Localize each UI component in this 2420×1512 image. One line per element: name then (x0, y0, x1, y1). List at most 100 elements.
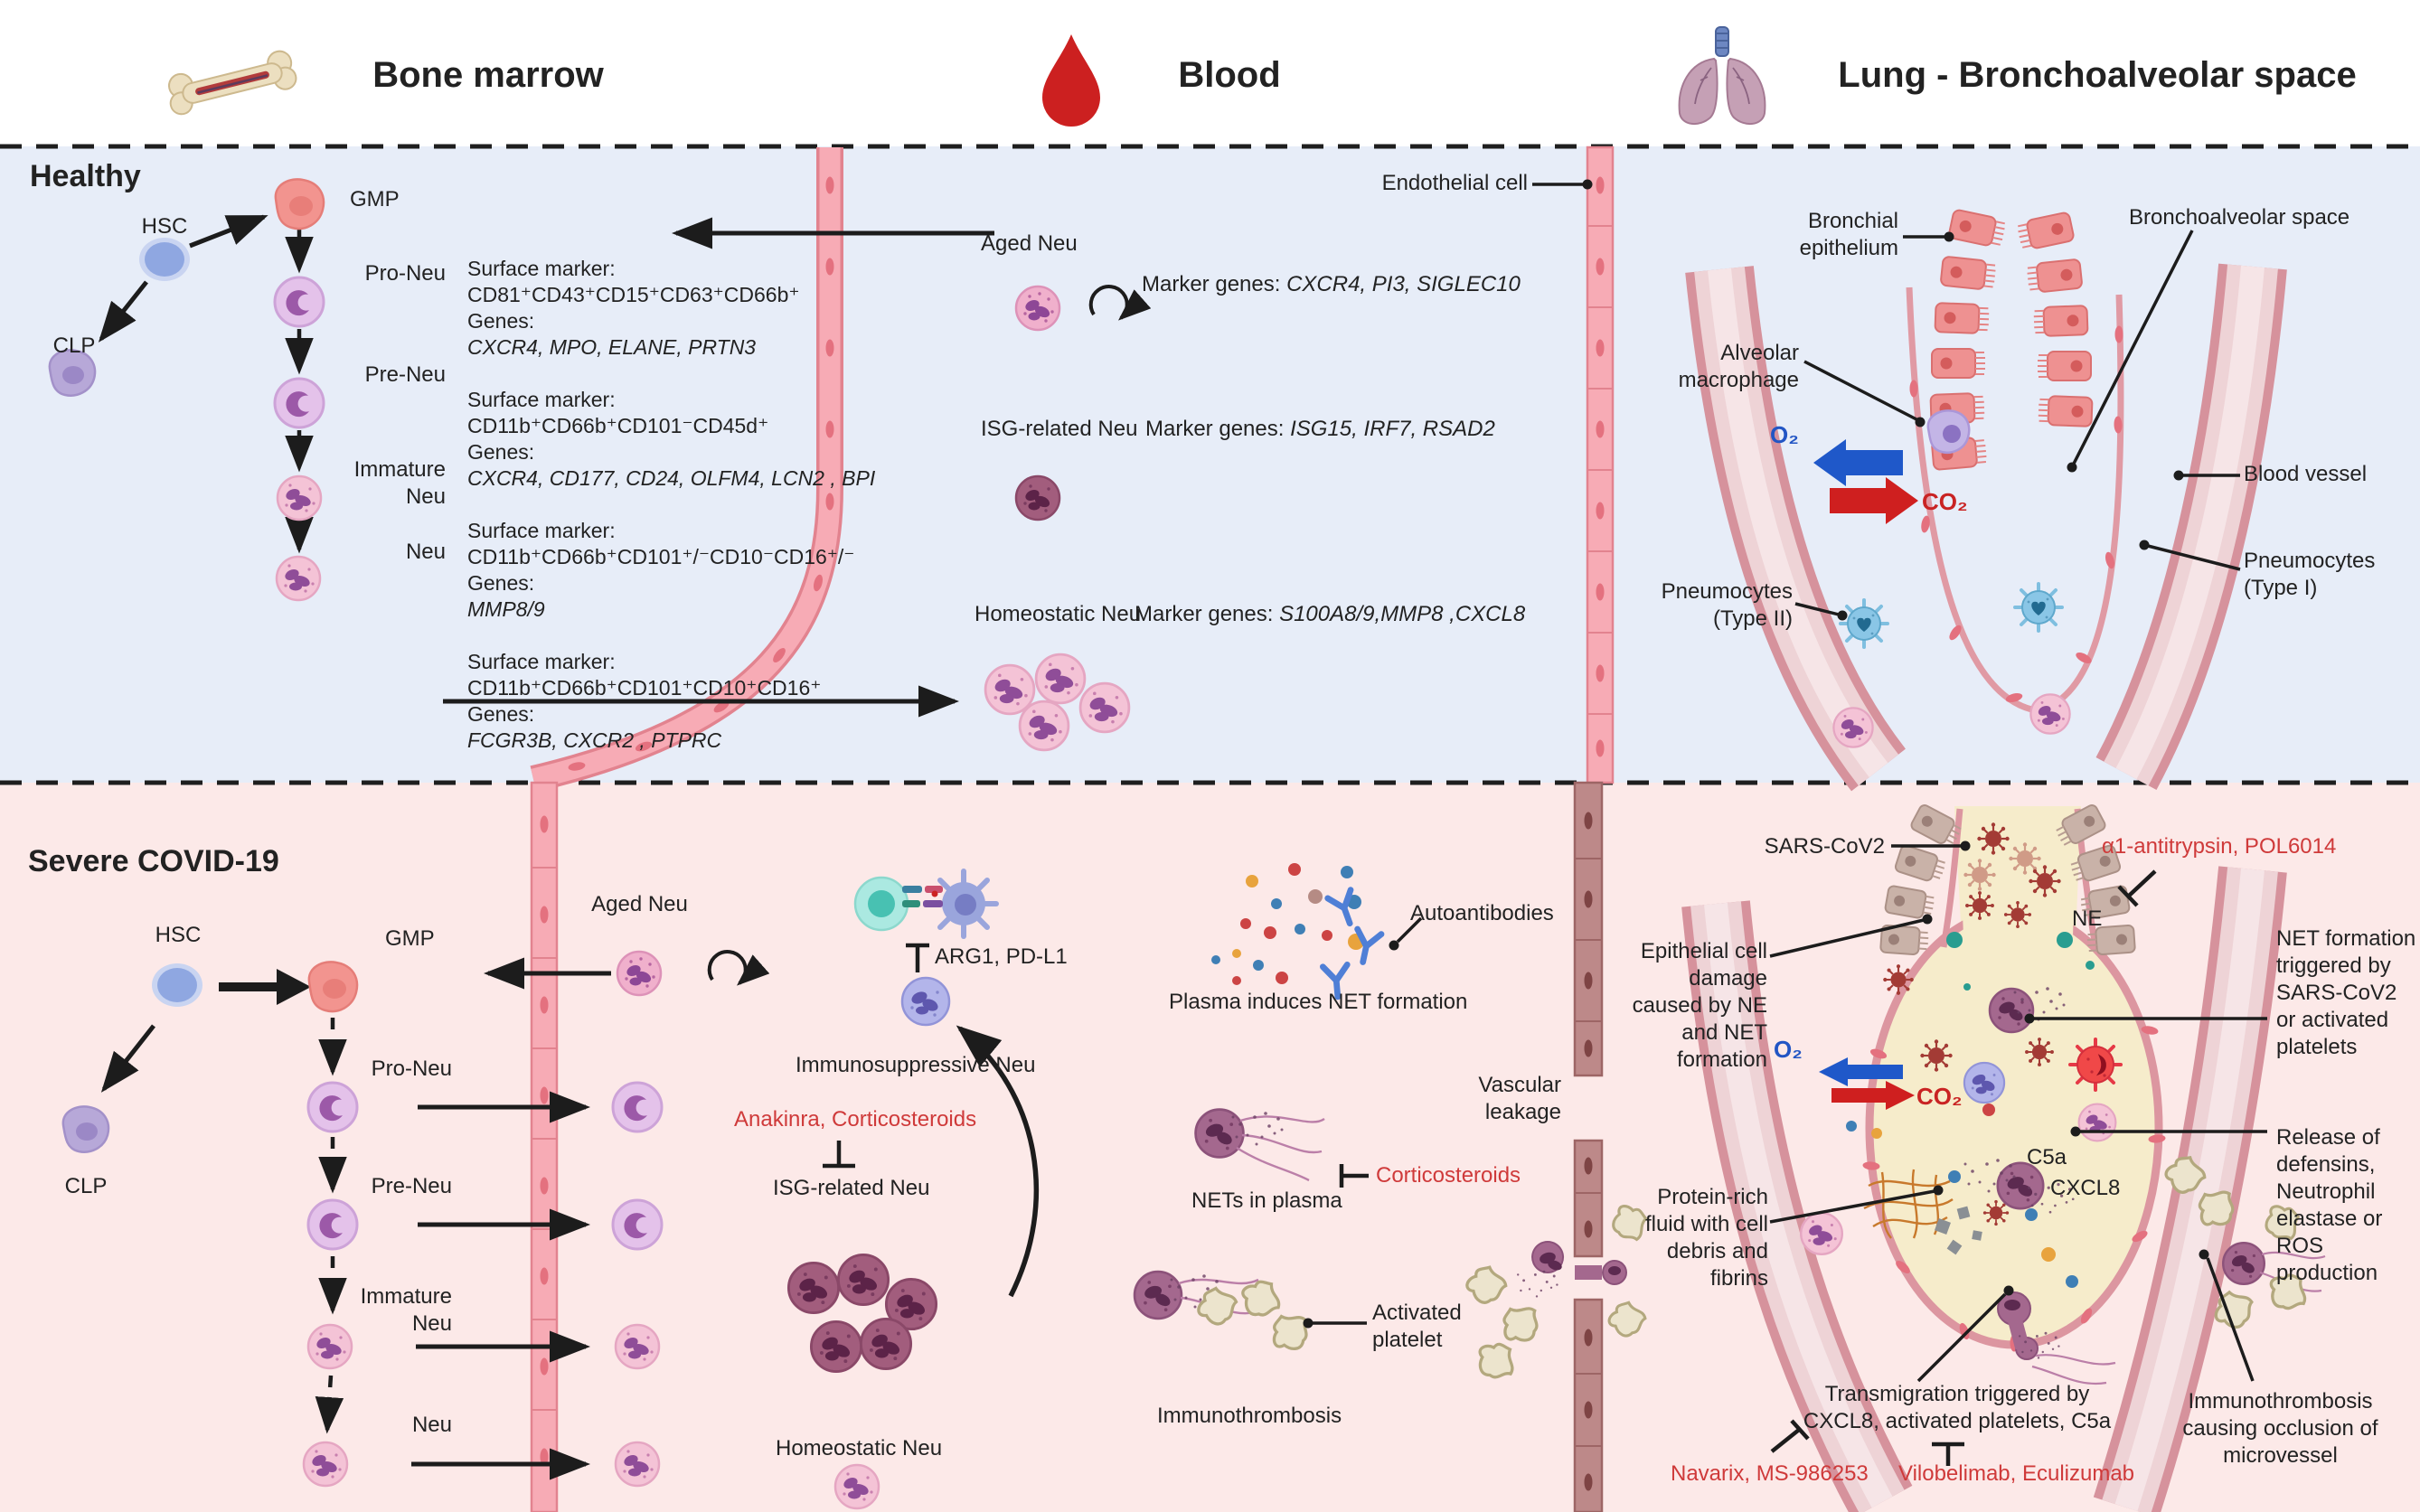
a1-antitrypsin-label: α1-antitrypsin, POL6014 (2102, 834, 2337, 859)
isg-neu-cell (1014, 474, 1061, 521)
cell-debris (1935, 1206, 1982, 1255)
corticosteroids-inhibition-tee (1339, 1164, 1369, 1188)
healthy-band (0, 146, 2420, 783)
activated-platelets (1197, 1271, 1317, 1358)
pneumocyte2-cell (1839, 598, 1889, 649)
genes-label: Genes: (467, 309, 535, 333)
plasma-net-label: Plasma induces NET formation (1169, 990, 1468, 1014)
homeostatic-neu-label: Homeostatic Neu (975, 602, 1142, 626)
bronchial-epithelium-label: Bronchial epithelium (1799, 209, 1898, 260)
microvessel-occlusion-cluster (2160, 1150, 2326, 1332)
autoantibody-dots (1211, 863, 1381, 998)
net-formation-label: NET formation triggered by SARS-CoV2 or … (2276, 926, 2416, 1059)
homeostatic-neu-cluster (984, 653, 1131, 752)
arg1-pdl1-label: ARG1, PD-L1 (935, 944, 1068, 969)
aged-neu-cell (1014, 285, 1061, 332)
header-blood: Blood (1178, 55, 1281, 95)
ne-label: NE (2072, 906, 2103, 931)
endothelial-cell-leader (1532, 179, 1593, 190)
activated-platelet-label: Activated platelet (1372, 1301, 1462, 1352)
surface-marker-label: Surface marker: (467, 650, 616, 673)
activated-platelet-leader (1303, 1318, 1367, 1329)
net-cell-1 (1194, 1108, 1325, 1182)
severe-pro-neu-label: Pro-Neu (371, 1057, 452, 1081)
clp-label: CLP (52, 333, 96, 358)
neutrophil-elastase-dots (1946, 932, 2095, 991)
severe-differentiation-arrows (100, 957, 611, 1480)
o2-arrow (1813, 439, 1903, 486)
autoantibodies-label: Autoantibodies (1410, 901, 1554, 925)
epithelial-damage-label: Epithelial cell damage caused by NE and … (1632, 939, 1767, 1072)
hsc-label: HSC (141, 214, 188, 239)
bronchoalveolar-space-label: Bronchoalveolar space (2129, 205, 2350, 230)
genes-value: FCGR3B, CXCR2 , PTPRC (467, 728, 722, 752)
transmigrating-alveolar-neu (1997, 1291, 2116, 1385)
pre-neu-cell (273, 377, 325, 429)
transmigration-label: Transmigration triggered by CXCL8, activ… (1803, 1382, 2112, 1433)
nets-in-plasma-label: NETs in plasma (1191, 1188, 1342, 1213)
healthy-lung-leaders (1794, 230, 2241, 621)
severe-aged-neu-label: Aged Neu (591, 892, 688, 916)
pre-neu-label: Pre-Neu (364, 362, 446, 387)
healthy-vessel-bone-marrow-blood (530, 147, 843, 793)
surface-marker-label: Surface marker: (467, 388, 616, 411)
pneumocytes-type2-label: Pneumocytes (Type II) (1661, 579, 1793, 631)
severe-vessel-bone-marrow-blood (530, 781, 559, 1512)
homeostatic-neu-cell (833, 1463, 880, 1510)
severe-vessel-blood-lung (1573, 781, 1604, 1512)
blood-vessel-label: Blood vessel (2244, 462, 2368, 486)
header-bone-marrow: Bone marrow (372, 55, 604, 95)
genes-label: Genes: (467, 702, 535, 726)
healthy-bone-marrow-cells (48, 178, 325, 602)
transmigrating-net-cell (1517, 1241, 1627, 1298)
navarix-inhibition-tee (1770, 1419, 1810, 1453)
surface-marker-value: CD11b⁺CD66b⁺CD101⁺CD10⁺CD16⁺ (467, 676, 822, 700)
co2-label: CO₂ (1922, 488, 1968, 515)
severe-co2-label: CO₂ (1916, 1083, 1963, 1110)
severe-immature-neu-label: Immature Neu (360, 1284, 452, 1336)
cxcl8-label: CXCL8 (2050, 1176, 2121, 1200)
marker-block-neu: Surface marker: CD11b⁺CD66b⁺CD101⁺CD10⁺C… (467, 649, 821, 754)
healthy-differentiation-arrows (98, 214, 994, 718)
immature-neu-cell (276, 474, 323, 521)
navarix-label: Navarix, MS-986253 (1671, 1461, 1869, 1486)
severe-clp-label: CLP (64, 1174, 108, 1198)
lungs-icon (1678, 26, 1766, 125)
aged-neu-marker-genes: Marker genes: CXCR4, PI3, SIGLEC10 (1142, 272, 1521, 296)
surface-marker-label: Surface marker: (467, 257, 616, 280)
vascular-leakage-label: Vascular leakage (1478, 1073, 1561, 1124)
healthy-title: Healthy (30, 159, 141, 193)
surface-marker-value: CD11b⁺CD66b⁺CD101⁺/⁻CD10⁻CD16⁺/⁻ (467, 545, 855, 568)
endothelial-cell-label: Endothelial cell (1381, 171, 1528, 195)
neu-label: Neu (405, 540, 446, 564)
immunothrombosis-cluster (1462, 1201, 1651, 1388)
hsc-cell (139, 238, 190, 281)
isg-neu-cluster (786, 1253, 938, 1374)
aged-neu-label: Aged Neu (981, 231, 1078, 256)
severe-o2-label: O₂ (1774, 1036, 1803, 1063)
healthy-vessel-blood-lung (1586, 146, 1615, 784)
severe-title: Severe COVID-19 (28, 844, 279, 878)
immature-neu-label: Immature Neu (353, 457, 446, 509)
surface-marker-value: CD11b⁺CD66b⁺CD101⁻CD45d⁺ (467, 414, 769, 437)
immunosuppressive-neu-label: Immunosuppressive Neu (796, 1053, 1036, 1077)
isg-neu-label: ISG-related Neu (981, 417, 1138, 441)
severe-blood (1133, 863, 1651, 1388)
receptor-bars (902, 886, 943, 907)
anakinra-inhibition-tee (823, 1141, 855, 1169)
genes-value: CXCR4, MPO, ELANE, PRTN3 (467, 335, 757, 359)
severe-hsc-label: HSC (155, 923, 202, 947)
c5a-label: C5a (2027, 1145, 2067, 1169)
surface-marker-value: CD81⁺CD43⁺CD15⁺CD63⁺CD66b⁺ (467, 283, 800, 306)
homeostatic-neu-marker-genes: Marker genes: S100A8/9,MMP8 ,CXCL8 (1135, 602, 1526, 626)
gmp-label: GMP (350, 187, 400, 211)
severe-isg-neu-label: ISG-related Neu (773, 1176, 930, 1200)
alveolar-macrophage-cell (1926, 409, 1971, 454)
vilobelimab-label: Vilobelimab, Eculizumab (1898, 1461, 2135, 1486)
occlusion-label: Immunothrombosis causing occlusion of mi… (2182, 1389, 2378, 1468)
pro-neu-cell (273, 276, 325, 328)
release-defensins-label: Release of defensins, Neutrophil elastas… (2276, 1125, 2383, 1285)
marker-block-immature-neu: Surface marker: CD11b⁺CD66b⁺CD101⁺/⁻CD10… (467, 518, 854, 623)
arg1-inhibition-tee (906, 943, 929, 972)
